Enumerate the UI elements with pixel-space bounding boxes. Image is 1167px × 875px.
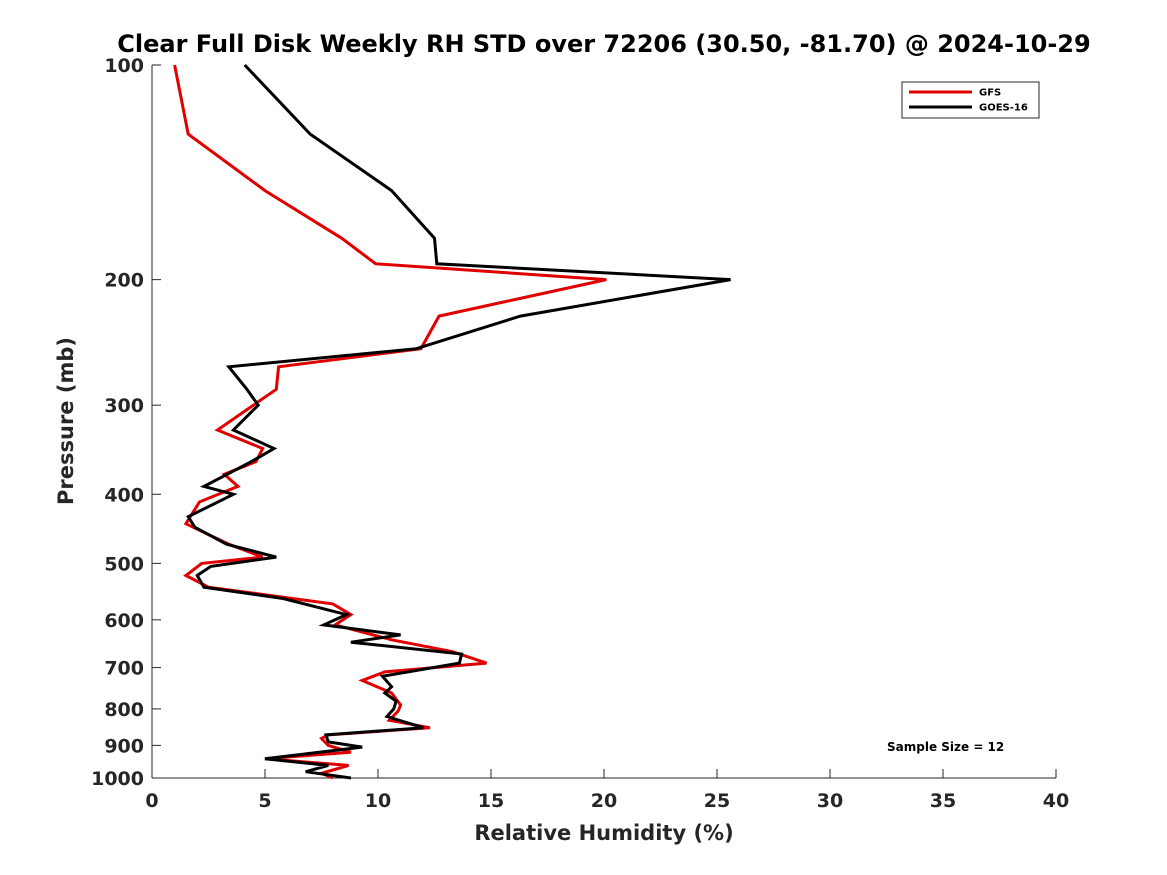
series-line-goes16 xyxy=(186,63,731,780)
x-axis-label: Relative Humidity (%) xyxy=(474,821,733,845)
x-tick-label: 30 xyxy=(817,790,843,812)
y-axis-label: Pressure (mb) xyxy=(54,337,78,505)
x-tick-label: 20 xyxy=(591,790,617,812)
series-line-gfs xyxy=(173,64,607,780)
series-lines xyxy=(173,63,731,780)
x-tick-label: 15 xyxy=(478,790,504,812)
y-tick-label: 200 xyxy=(104,270,144,292)
legend-label-goes16: GOES-16 xyxy=(979,103,1028,114)
x-axis-ticks: 0 5 10 15 20 25 30 35 40 xyxy=(145,769,1069,812)
y-tick-label: 700 xyxy=(104,658,144,680)
x-tick-label: 35 xyxy=(930,790,956,812)
x-tick-label: 5 xyxy=(258,790,271,812)
x-tick-label: 10 xyxy=(365,790,391,812)
y-tick-label: 400 xyxy=(104,484,144,506)
y-tick-label: 1000 xyxy=(91,768,144,790)
y-tick-label: 600 xyxy=(104,610,144,632)
x-tick-label: 25 xyxy=(704,790,730,812)
x-tick-label: 40 xyxy=(1043,790,1069,812)
legend-box xyxy=(901,81,1040,119)
y-tick-label: 900 xyxy=(104,735,144,757)
y-tick-label: 500 xyxy=(104,553,144,575)
legend-label-gfs: GFS xyxy=(979,88,1001,99)
y-tick-label: 100 xyxy=(104,55,144,77)
sample-size-annotation: Sample Size = 12 xyxy=(887,740,1004,754)
y-tick-label: 800 xyxy=(104,699,144,721)
y-axis-ticks: 100 200 300 400 500 600 700 800 900 1000 xyxy=(91,55,161,790)
legend: GFS GOES-16 xyxy=(901,81,1040,119)
y-tick-label: 300 xyxy=(104,395,144,417)
chart-title: Clear Full Disk Weekly RH STD over 72206… xyxy=(117,30,1090,58)
x-tick-label: 0 xyxy=(145,790,158,812)
